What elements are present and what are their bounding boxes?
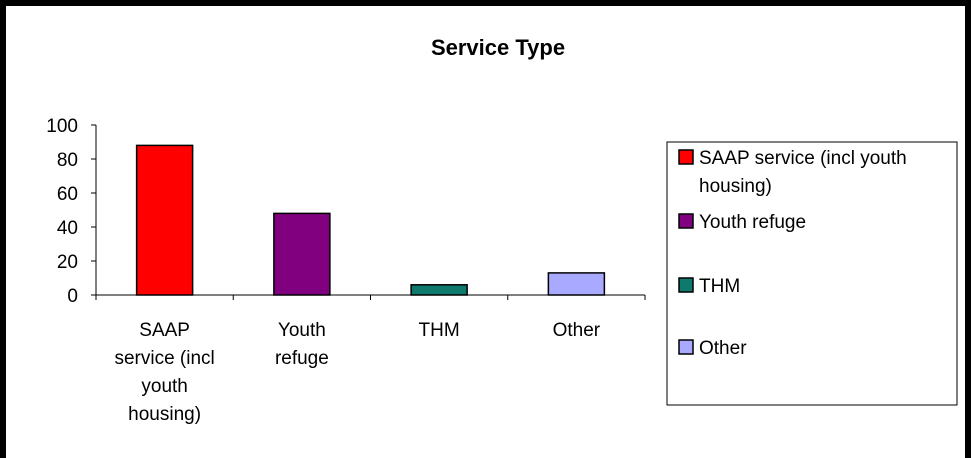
x-tick-label: housing) — [128, 404, 201, 425]
x-tick-label: refuge — [275, 348, 329, 369]
x-tick-label: SAAP — [139, 320, 190, 341]
legend-label: housing) — [699, 176, 772, 197]
legend-swatch — [678, 213, 694, 229]
y-tick-label: 0 — [67, 286, 78, 307]
x-tick-label: Youth — [278, 320, 326, 341]
legend-swatch — [678, 277, 694, 293]
legend-label: Other — [699, 338, 747, 359]
legend-swatch — [678, 149, 694, 165]
x-tick-label: service (incl — [114, 348, 214, 369]
bar — [410, 284, 468, 296]
bar — [135, 144, 194, 296]
y-tick-label: 20 — [57, 252, 78, 273]
y-tick-label: 60 — [57, 184, 78, 205]
legend-label: SAAP service (incl youth — [699, 148, 907, 169]
legend-box — [666, 141, 958, 406]
legend-swatch — [678, 339, 694, 355]
x-tick-label: THM — [419, 320, 460, 341]
bar — [273, 212, 331, 296]
legend-label: Youth refuge — [699, 212, 806, 233]
legend-label: THM — [699, 276, 740, 297]
plot-area: 0 20 40 60 80 100 SAAP service (incl youth housin… — [46, 116, 646, 425]
x-tick-label: Other — [553, 320, 601, 341]
chart-title: Service Type — [431, 35, 565, 60]
y-tick-label: 100 — [46, 116, 78, 137]
y-tick-label: 80 — [57, 150, 78, 171]
y-tick-label: 40 — [57, 218, 78, 239]
legend: SAAP service (incl youth housing) Youth re… — [666, 141, 958, 406]
x-tick-label: youth — [141, 376, 187, 397]
bar — [547, 272, 606, 296]
